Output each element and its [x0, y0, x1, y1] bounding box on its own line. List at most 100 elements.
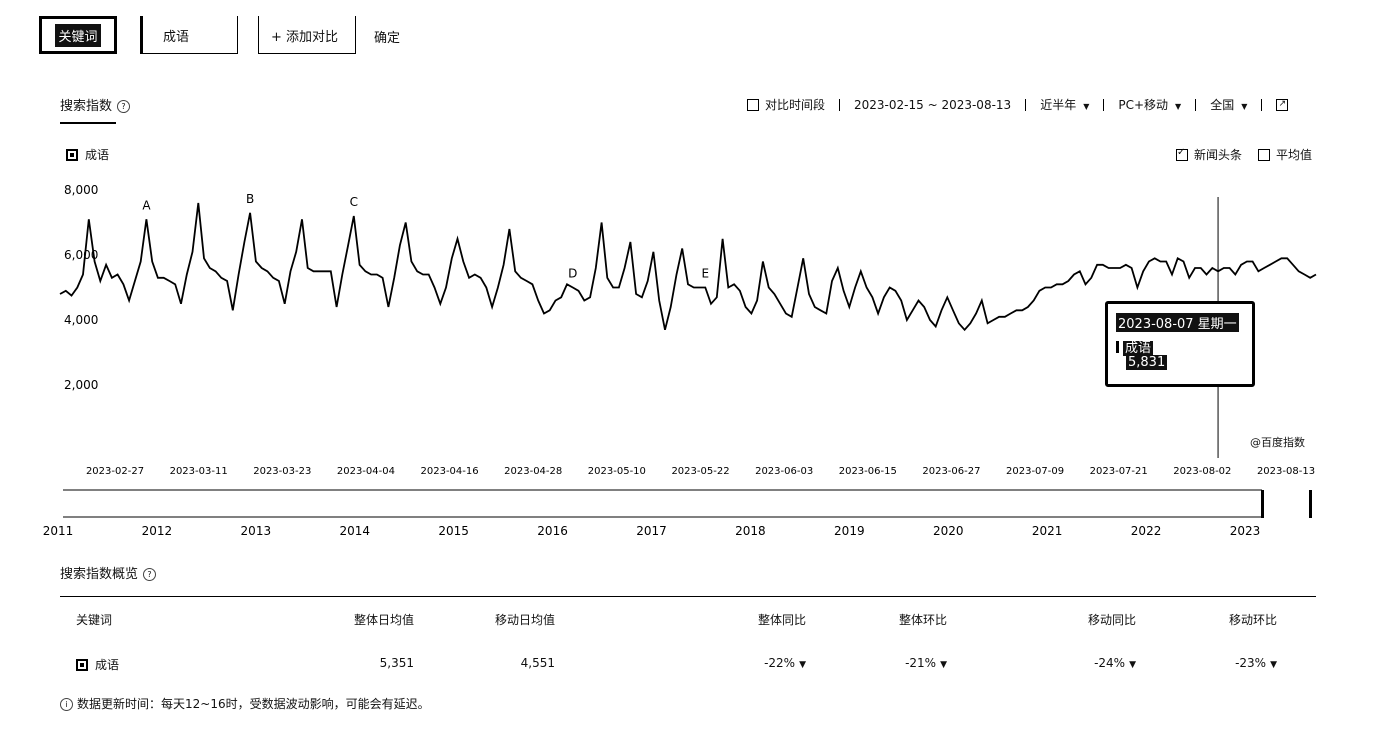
legend-marker-icon [66, 148, 78, 161]
chart-options: 新闻头条 平均值 [1176, 146, 1312, 163]
series-color-marker [1116, 341, 1119, 353]
y-axis: 8,000 6,000 4,000 2,000 [64, 183, 98, 392]
legend-marker-icon [76, 658, 88, 671]
x-tick-label: 2023-06-27 [922, 466, 980, 477]
news-annotations[interactable]: A B C D E [142, 192, 709, 281]
x-tick-label: 2023-03-11 [170, 466, 228, 477]
mobile-mom-value: -23% [1235, 656, 1267, 670]
compare-period-checkbox[interactable] [747, 98, 759, 111]
average-checkbox[interactable] [1258, 148, 1271, 161]
region-value: 全国 [1210, 98, 1235, 112]
brush-year-label: 2016 [537, 524, 568, 538]
tooltip-value: 5,831 [1126, 355, 1168, 370]
annotation-a[interactable]: A [142, 198, 151, 212]
cell-mobile-yoy: -24% ▼ [1036, 656, 1136, 670]
col-header-overall-mom: 整体环比 [898, 613, 947, 627]
keyword-mode-label: 关键词 [55, 23, 101, 47]
average-label: 平均值 [1276, 148, 1313, 162]
legend-label: 成语 [85, 148, 110, 162]
period-dropdown[interactable]: 近半年 ▼ [1040, 96, 1089, 113]
tooltip-series: 成语 [1116, 337, 1154, 356]
x-axis: 2023-02-27 2023-03-11 2023-03-23 2023-04-04… [86, 466, 1315, 477]
tab-search-index[interactable]: 搜索指数? [60, 95, 131, 114]
x-tick-label: 2023-07-21 [1090, 466, 1148, 477]
tab-underline [60, 122, 116, 124]
tooltip-series-name: 成语 [1123, 341, 1154, 356]
brush-year-label: 2022 [1131, 524, 1162, 538]
x-tick-label: 2023-04-28 [504, 466, 562, 477]
col-header-mobile-yoy: 移动同比 [1087, 613, 1136, 627]
brush-year-label: 2011 [43, 524, 74, 538]
cell-mobile-avg: 4,551 [520, 656, 555, 670]
filter-bar: 对比时间段 2023-02-15 ~ 2023-08-13 近半年 ▼ PC+移动… [747, 96, 1289, 113]
confirm-button[interactable]: 确定 [374, 31, 401, 46]
overview-title: 搜索指数概览? [60, 563, 157, 582]
arrow-down-icon: ▼ [940, 660, 947, 670]
x-tick-label: 2023-08-02 [1173, 466, 1231, 477]
device-dropdown[interactable]: PC+移动 ▼ [1118, 96, 1181, 113]
overview-divider [60, 596, 1316, 597]
keyword-input[interactable]: 成语 [140, 16, 238, 54]
x-tick-label: 2023-06-03 [755, 466, 813, 477]
help-icon[interactable]: ? [117, 100, 131, 113]
series-line-chengyu [59, 202, 1317, 332]
compare-period-label: 对比时间段 [765, 98, 826, 112]
brush-year-label: 2020 [933, 524, 964, 538]
caret-down-icon: ▼ [1241, 102, 1248, 111]
y-tick-label: 8,000 [64, 183, 98, 197]
update-note-text: 数据更新时间：每天12~16时，受数据波动影响，可能会有延迟。 [77, 697, 430, 711]
divider [1261, 98, 1263, 111]
device-value: PC+移动 [1118, 98, 1169, 112]
brush-handle-right[interactable] [1309, 490, 1312, 518]
col-header-mobile-avg: 移动日均值 [494, 613, 555, 627]
news-checkbox[interactable] [1176, 147, 1188, 161]
x-tick-label: 2023-05-10 [588, 466, 646, 477]
arrow-down-icon: ▼ [799, 660, 806, 670]
brush-handle-left[interactable] [1261, 490, 1264, 518]
x-tick-label: 2023-04-16 [421, 466, 479, 477]
annotation-c[interactable]: C [350, 195, 358, 209]
annotation-b[interactable]: B [246, 192, 254, 206]
brush-year-label: 2014 [339, 524, 370, 538]
tooltip-date: 2023-08-07 星期一 [1116, 313, 1239, 332]
x-tick-label: 2023-02-27 [86, 466, 144, 477]
x-tick-label: 2023-03-23 [253, 466, 311, 477]
brush-year-labels: 2011 2012 2013 2014 2015 2016 2017 2018 2019 2020… [43, 524, 1261, 538]
search-index-chart[interactable]: 8,000 6,000 4,000 2,000 2023-02-27 2023-03-1… [0, 0, 1376, 560]
keyword-mode-button[interactable]: 关键词 [39, 16, 117, 54]
brush-year-label: 2018 [735, 524, 766, 538]
annotation-d[interactable]: D [568, 267, 577, 281]
caret-down-icon: ▼ [1175, 102, 1182, 111]
add-compare-button[interactable]: + 添加对比 [258, 16, 356, 54]
x-tick-label: 2023-08-13 [1257, 466, 1315, 477]
brush-year-label: 2015 [438, 524, 469, 538]
y-tick-label: 6,000 [64, 248, 98, 262]
col-header-mobile-mom: 移动环比 [1228, 613, 1277, 627]
cell-overall-avg: 5,351 [379, 656, 414, 670]
brush-year-label: 2017 [636, 524, 667, 538]
divider [839, 98, 841, 111]
col-header-overall-yoy: 整体同比 [757, 613, 806, 627]
cell-overall-yoy: -22% ▼ [706, 656, 806, 670]
brush-year-label: 2013 [241, 524, 272, 538]
row-keyword: 成语 [95, 658, 120, 672]
overall-yoy-value: -22% [764, 656, 796, 670]
brush-year-label: 2021 [1032, 524, 1063, 538]
arrow-down-icon: ▼ [1270, 660, 1277, 670]
series-legend[interactable]: 成语 [66, 146, 109, 163]
y-tick-label: 2,000 [64, 378, 98, 392]
overview-title-text: 搜索指数概览 [60, 567, 139, 582]
baidu-index-credit: @百度指数 [1250, 436, 1305, 449]
brush-year-label: 2023 [1230, 524, 1261, 538]
export-icon[interactable]: ↗ [1276, 98, 1289, 111]
update-note: i 数据更新时间：每天12~16时，受数据波动影响，可能会有延迟。 [60, 695, 430, 712]
region-dropdown[interactable]: 全国 ▼ [1210, 96, 1247, 113]
mobile-yoy-value: -24% [1094, 656, 1126, 670]
x-tick-label: 2023-07-09 [1006, 466, 1064, 477]
news-label: 新闻头条 [1194, 148, 1243, 162]
x-tick-label: 2023-06-15 [839, 466, 897, 477]
annotation-e[interactable]: E [701, 267, 709, 281]
help-icon[interactable]: ? [143, 568, 157, 581]
date-range-picker[interactable]: 2023-02-15 ~ 2023-08-13 [854, 97, 1012, 112]
cell-overall-mom: -21% ▼ [847, 656, 947, 670]
